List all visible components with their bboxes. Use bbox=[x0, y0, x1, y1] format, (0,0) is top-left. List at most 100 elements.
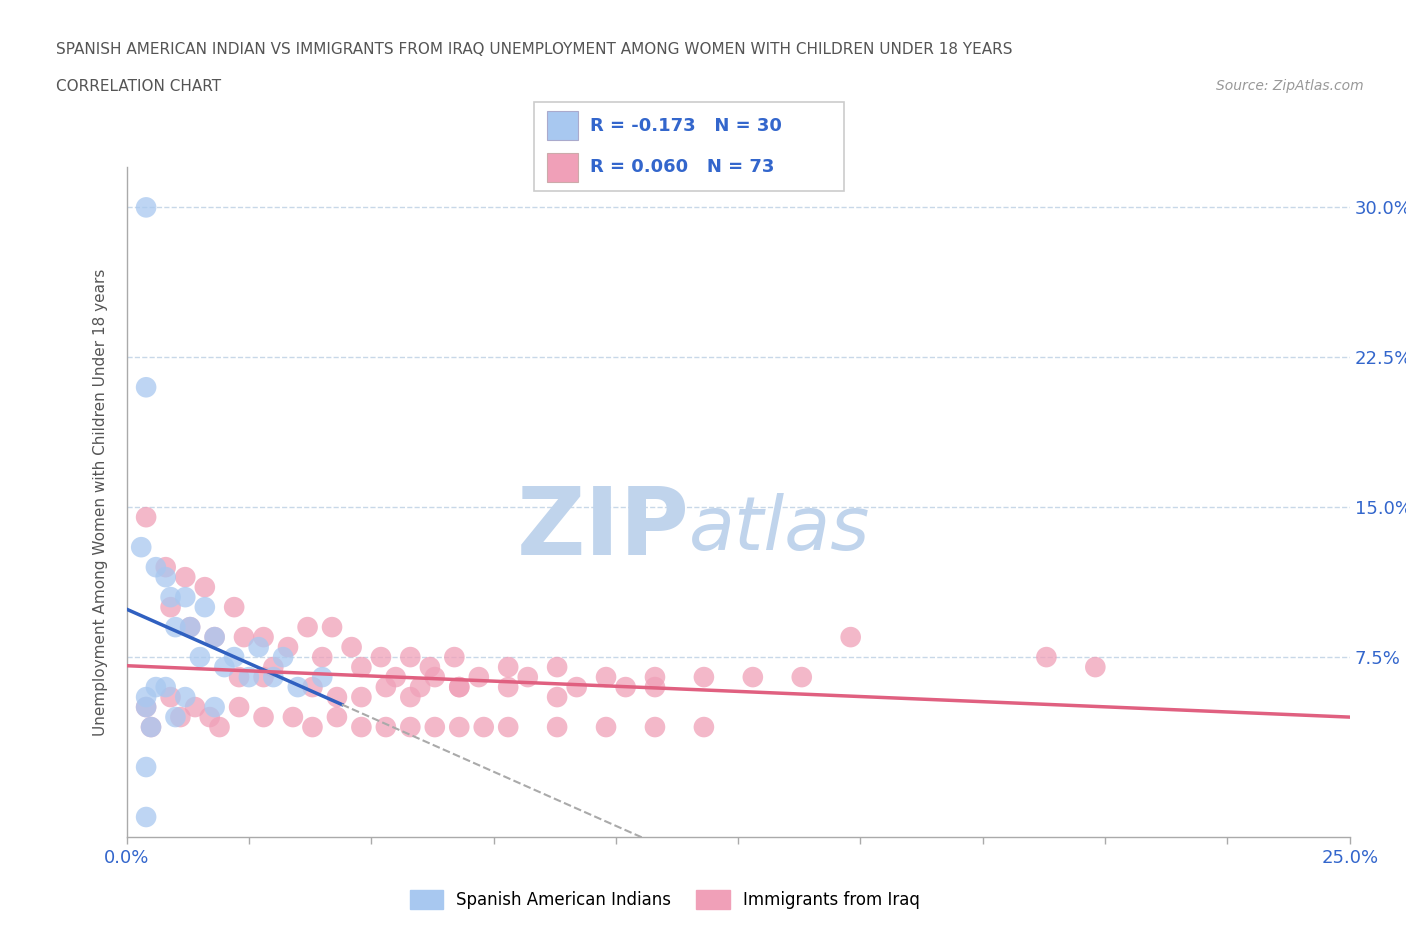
Point bbox=[399, 650, 422, 665]
FancyBboxPatch shape bbox=[534, 102, 844, 191]
Point bbox=[1035, 650, 1057, 665]
Point bbox=[472, 720, 495, 735]
Point bbox=[139, 720, 162, 735]
Point bbox=[145, 680, 167, 695]
Point bbox=[155, 680, 177, 695]
Point bbox=[644, 680, 666, 695]
Point bbox=[247, 640, 270, 655]
Point bbox=[198, 710, 221, 724]
Point bbox=[301, 680, 323, 695]
Point bbox=[693, 720, 716, 735]
Point bbox=[516, 670, 538, 684]
Point bbox=[496, 659, 519, 674]
Text: R = -0.173   N = 30: R = -0.173 N = 30 bbox=[591, 116, 782, 135]
Point bbox=[443, 650, 465, 665]
Point bbox=[159, 590, 181, 604]
Point bbox=[135, 379, 157, 394]
Point bbox=[174, 570, 197, 585]
Point bbox=[159, 600, 181, 615]
Point bbox=[374, 720, 396, 735]
Point bbox=[287, 680, 309, 695]
Point bbox=[546, 690, 568, 705]
Point bbox=[204, 699, 226, 714]
Text: R = 0.060   N = 73: R = 0.060 N = 73 bbox=[591, 158, 775, 177]
Point bbox=[145, 560, 167, 575]
Point bbox=[228, 699, 250, 714]
Point bbox=[384, 670, 406, 684]
Point bbox=[614, 680, 637, 695]
Point bbox=[135, 810, 157, 825]
Point bbox=[644, 720, 666, 735]
Point bbox=[194, 579, 217, 594]
Point bbox=[174, 690, 197, 705]
Point bbox=[449, 680, 471, 695]
Point bbox=[262, 670, 284, 684]
Point bbox=[423, 670, 446, 684]
Bar bbox=[547, 112, 578, 140]
Point bbox=[252, 670, 274, 684]
Point bbox=[155, 560, 177, 575]
Point bbox=[496, 720, 519, 735]
Point bbox=[1084, 659, 1107, 674]
Point bbox=[419, 659, 441, 674]
Point bbox=[271, 650, 294, 665]
Point bbox=[311, 650, 333, 665]
Point bbox=[139, 720, 162, 735]
Point bbox=[321, 619, 343, 634]
Point bbox=[228, 670, 250, 684]
Text: atlas: atlas bbox=[689, 493, 870, 565]
Point bbox=[595, 670, 617, 684]
Point bbox=[165, 619, 187, 634]
Point bbox=[449, 720, 471, 735]
Point bbox=[546, 720, 568, 735]
Point bbox=[281, 710, 304, 724]
Point bbox=[165, 710, 187, 724]
Point bbox=[350, 690, 373, 705]
Point bbox=[159, 690, 181, 705]
Point bbox=[277, 640, 299, 655]
Point bbox=[135, 699, 157, 714]
Point bbox=[252, 630, 274, 644]
Point bbox=[174, 590, 197, 604]
Point bbox=[468, 670, 491, 684]
Point bbox=[233, 630, 256, 644]
Point bbox=[135, 760, 157, 775]
Point bbox=[595, 720, 617, 735]
Point bbox=[135, 699, 157, 714]
Point bbox=[297, 619, 319, 634]
Point bbox=[194, 600, 217, 615]
Point bbox=[155, 570, 177, 585]
Point bbox=[374, 680, 396, 695]
Y-axis label: Unemployment Among Women with Children Under 18 years: Unemployment Among Women with Children U… bbox=[93, 269, 108, 736]
Point bbox=[208, 720, 231, 735]
Point bbox=[741, 670, 763, 684]
Point bbox=[179, 619, 201, 634]
Point bbox=[238, 670, 260, 684]
Point bbox=[169, 710, 191, 724]
Bar bbox=[547, 153, 578, 182]
Point bbox=[370, 650, 392, 665]
Point bbox=[350, 659, 373, 674]
Point bbox=[179, 619, 201, 634]
Point bbox=[135, 200, 157, 215]
Point bbox=[311, 670, 333, 684]
Point bbox=[326, 690, 349, 705]
Point bbox=[135, 690, 157, 705]
Point bbox=[188, 650, 211, 665]
Point bbox=[326, 710, 349, 724]
Point bbox=[224, 600, 246, 615]
Point bbox=[496, 680, 519, 695]
Point bbox=[399, 690, 422, 705]
Point bbox=[135, 510, 157, 525]
Point bbox=[252, 710, 274, 724]
Point bbox=[409, 680, 432, 695]
Point bbox=[839, 630, 862, 644]
Point bbox=[644, 670, 666, 684]
Point bbox=[204, 630, 226, 644]
Point bbox=[693, 670, 716, 684]
Point bbox=[129, 539, 152, 554]
Point bbox=[340, 640, 363, 655]
Text: Source: ZipAtlas.com: Source: ZipAtlas.com bbox=[1216, 79, 1364, 93]
Point bbox=[423, 720, 446, 735]
Point bbox=[214, 659, 236, 674]
